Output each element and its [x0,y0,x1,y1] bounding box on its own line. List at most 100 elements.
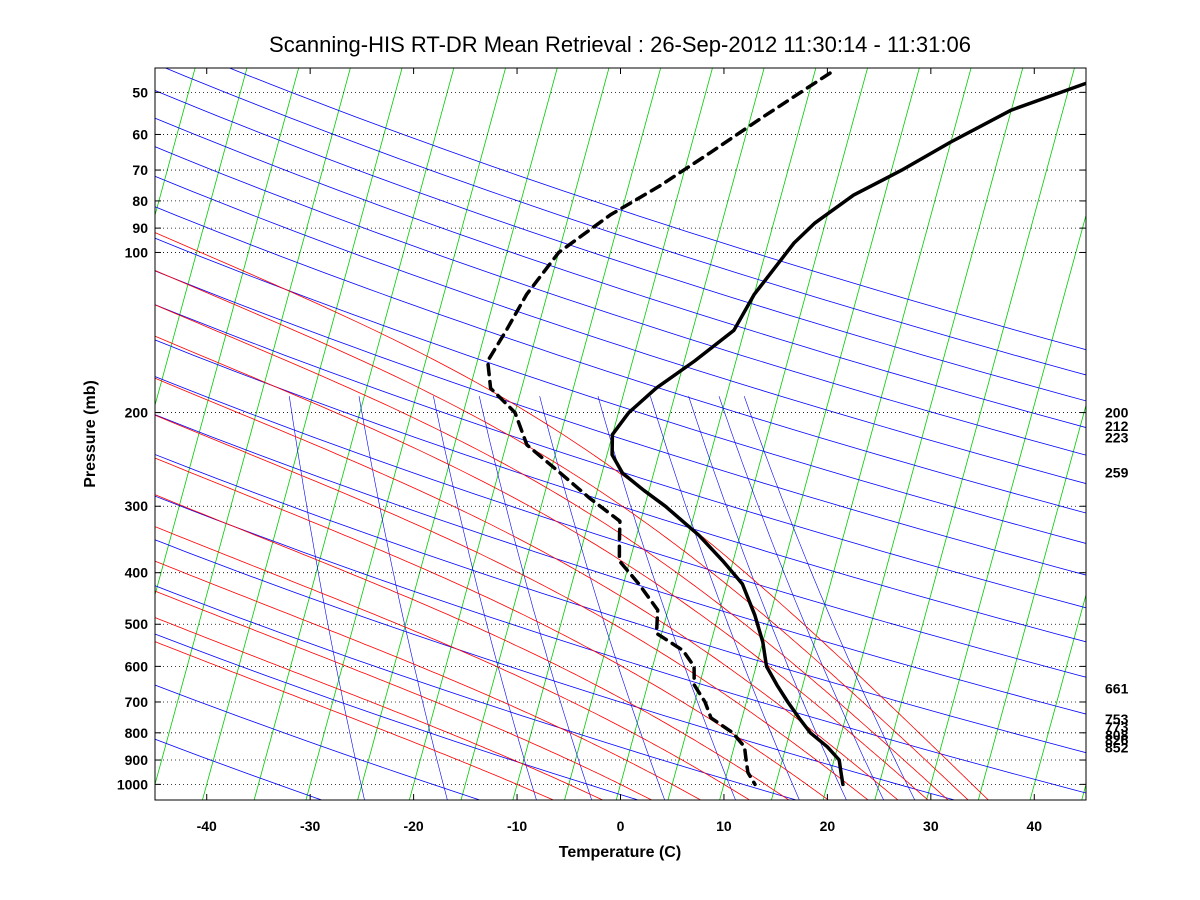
mixing-ratio-line [358,396,448,800]
mixing-ratio-line [289,396,365,800]
moist-adiabat-line [155,377,899,800]
temperature-profile [610,81,1086,787]
right-level-label: 753 [1105,711,1129,727]
y-tick-label: 900 [125,752,149,768]
dry-adiabat-line [155,270,1086,576]
dry-adiabat-line [155,304,1086,609]
isotherm-line [155,68,300,597]
moist-adiabat-line [155,526,751,800]
dry-adiabat-line [155,633,640,800]
right-level-label: 661 [1105,681,1129,697]
isotherm-line [305,68,506,800]
isotherm-line [1081,782,1086,800]
dry-adiabat-line [155,495,1086,794]
background-lines [0,0,1086,806]
y-tick-label: 100 [125,244,149,260]
right-level-label: 852 [1105,739,1129,755]
x-tick-label: -20 [403,818,423,834]
mixing-ratio-line [718,396,885,800]
right-level-label: 259 [1105,464,1129,480]
dry-adiabat-line [155,539,957,800]
isotherm-line [357,68,558,800]
isotherm-line [977,403,1086,800]
right-level-label: 223 [1105,430,1129,446]
isotherm-line [0,0,66,806]
isotherm-line [874,68,1075,800]
isotherm-line [408,68,610,800]
x-tick-label: 10 [716,818,732,834]
y-tick-label: 200 [125,405,149,421]
mixing-ratio-line [479,396,593,800]
right-level-label: 773 [1105,719,1129,735]
right-level-label: 808 [1105,727,1129,743]
moist-adiabat-line [155,414,869,800]
y-tick-label: 60 [132,126,148,142]
dry-adiabat-line [155,146,1086,456]
moist-adiabat-line [155,560,702,800]
isotherm-line [0,0,14,806]
dry-adiabat-line [155,454,1086,754]
dry-adiabat-line [155,206,1086,514]
y-tick-label: 600 [125,658,149,674]
moist-adiabat-line [155,335,929,800]
dry-adiabat-line [155,738,323,800]
moist-adiabat-line [155,590,653,800]
mixing-ratio-line [539,396,666,800]
dry-adiabat-line [155,339,1086,643]
isotherm-line [1029,593,1086,800]
mixing-ratio-line [433,396,537,800]
dry-adiabat-line [155,237,1086,544]
dry-adiabat-line [155,90,1086,402]
dry-adiabat-line [155,585,798,800]
isotherm-line [719,68,920,800]
isotherm-line [512,68,713,800]
moist-adiabat-line [155,232,989,800]
x-tick-label: 0 [617,818,625,834]
isotherm-line [253,68,455,800]
right-level-label: 200 [1105,405,1129,421]
x-axis-ticks: -40 -30 -20 -10 0 10 20 30 40 [197,68,1042,834]
dry-adiabat-line [155,376,1086,678]
isotherm-line [202,68,403,800]
y-tick-label: 50 [132,84,148,100]
dry-adiabat-line [165,68,1086,376]
isotherm-line [822,68,1024,800]
moist-adiabat-line [155,270,969,800]
dry-adiabat-line [229,68,1086,351]
isotherm-line [615,68,817,800]
y-tick-label: 500 [125,616,149,632]
y-axis-label: Pressure (mb) [82,380,99,488]
right-level-label: 212 [1105,418,1129,434]
x-tick-label: -30 [300,818,320,834]
plot-frame [154,67,1087,801]
isotherm-line [460,68,662,800]
y-tick-label: 70 [132,162,148,178]
isotherm-line [155,68,196,217]
x-tick-label: -10 [507,818,527,834]
isotherm-line [0,0,117,806]
y-tick-label: 300 [125,498,149,514]
y-tick-label: 800 [125,725,149,741]
x-axis-label: Temperature (C) [559,844,681,861]
isotherm-line [155,68,248,407]
dry-adiabat-line [155,175,1086,484]
x-tick-label: -40 [197,818,217,834]
x-tick-label: 30 [923,818,939,834]
isotherm-line [926,213,1086,800]
chart-title: Scanning-HIS RT-DR Mean Retrieval : 26-S… [269,32,971,57]
mixing-ratio-line [650,396,800,800]
isotherm-line [667,68,868,800]
dry-adiabat-line [155,414,1086,715]
isotherm-line [564,68,765,800]
y-tick-label: 700 [125,694,149,710]
dewpoint-profile [485,71,832,787]
moist-adiabat-line [155,617,604,800]
y-tick-label: 90 [132,220,148,236]
y-tick-label: 1000 [117,776,148,792]
y-tick-label: 400 [125,565,149,581]
x-tick-label: 20 [820,818,836,834]
mixing-ratio-line [743,396,916,800]
x-tick-label: 40 [1026,818,1042,834]
sounding-series [485,71,1086,787]
